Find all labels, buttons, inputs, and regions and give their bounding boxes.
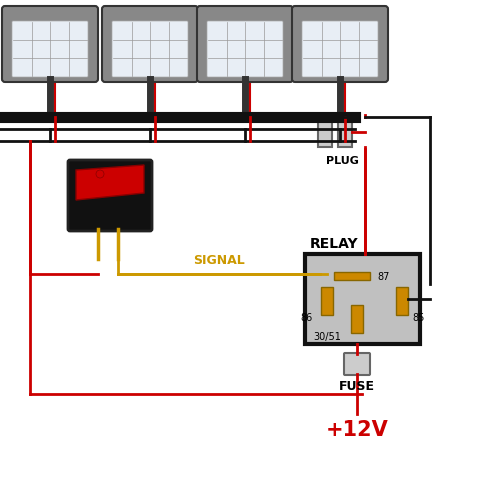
Text: 85: 85 [412, 312, 424, 323]
Bar [305, 254, 420, 344]
Bar [396, 288, 408, 315]
Text: SIGNAL: SIGNAL [193, 253, 245, 266]
Bar [321, 288, 333, 315]
Text: FUSE: FUSE [339, 379, 375, 392]
FancyBboxPatch shape [292, 7, 388, 83]
Bar [318, 118, 332, 148]
FancyBboxPatch shape [207, 22, 283, 78]
FancyBboxPatch shape [68, 161, 152, 231]
FancyBboxPatch shape [12, 22, 88, 78]
Text: +12V: +12V [326, 419, 388, 439]
FancyBboxPatch shape [344, 353, 370, 375]
Text: 86: 86 [301, 312, 313, 323]
FancyBboxPatch shape [112, 22, 188, 78]
Bar [334, 273, 370, 280]
FancyBboxPatch shape [302, 22, 378, 78]
FancyBboxPatch shape [102, 7, 198, 83]
Text: RELAY: RELAY [310, 237, 358, 251]
Text: PLUG: PLUG [326, 156, 358, 166]
Bar [338, 118, 352, 148]
Polygon shape [76, 166, 144, 201]
Circle shape [96, 171, 104, 179]
Bar [351, 305, 363, 333]
Text: 87: 87 [377, 271, 390, 281]
FancyBboxPatch shape [197, 7, 293, 83]
Text: 30/51: 30/51 [313, 331, 341, 341]
FancyBboxPatch shape [2, 7, 98, 83]
